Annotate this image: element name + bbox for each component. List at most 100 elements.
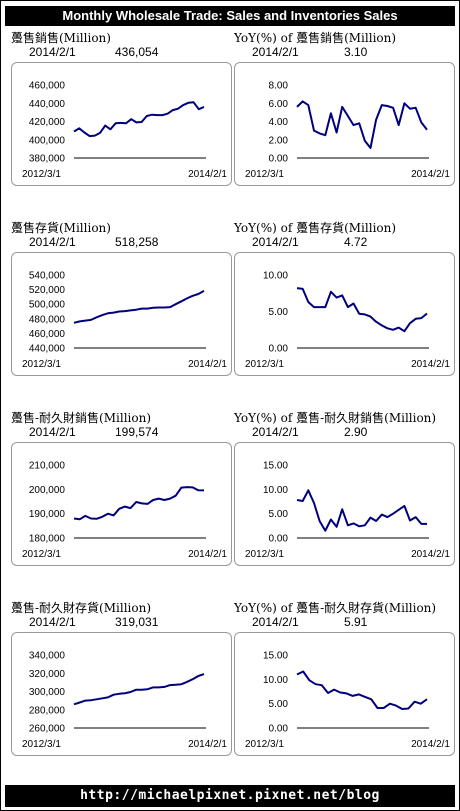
chart-title: YoY(%) of 躉售銷售(Million)	[234, 31, 397, 45]
chart-title: 躉售銷售(Million)	[11, 31, 111, 45]
x-start-label: 2012/3/1	[245, 359, 284, 370]
y-tick-label: 500,000	[29, 300, 66, 311]
line-chart: 8.00 6.00 4.00 2.00 0.00 2012/3/1 2014/2/1	[245, 81, 450, 181]
chart-area: 540,000 520,000 500,000 480,000 460,000 440,0…	[11, 252, 232, 376]
y-tick-label: 4.00	[269, 117, 289, 128]
x-start-label: 2012/3/1	[245, 549, 284, 560]
series-line	[73, 673, 205, 706]
y-tick-label: 5.00	[269, 509, 289, 520]
chart-area: 10.00 5.00 0.00 2012/3/1 2014/2/1	[234, 252, 455, 376]
page-title: Monthly Wholesale Trade: Sales and Inven…	[5, 6, 455, 26]
y-tick-label: 15.00	[263, 461, 288, 472]
series-line	[73, 101, 205, 138]
y-tick-label: 400,000	[29, 135, 66, 146]
chart-panel: YoY(%) of 躉售銷售(Million) 2014/2/1 3.10 8.00 6…	[234, 29, 460, 219]
chart-area: 8.00 6.00 4.00 2.00 0.00 2012/3/1 2014/2/1	[234, 62, 455, 186]
chart-title: 躉售-耐久財存貨(Million)	[11, 601, 152, 615]
latest-date: 2014/2/1	[252, 615, 299, 629]
latest-date: 2014/2/1	[29, 45, 76, 59]
y-tick-label: 440,000	[29, 99, 66, 110]
y-tick-label: 5.00	[269, 307, 289, 318]
x-end-label: 2014/2/1	[188, 359, 227, 370]
latest-date: 2014/2/1	[252, 235, 299, 249]
y-tick-label: 260,000	[29, 724, 66, 735]
latest-value: 2.90	[344, 425, 368, 439]
chart-title: YoY(%) of 躉售-耐久財存貨(Million)	[234, 601, 437, 615]
latest-value: 436,054	[115, 45, 159, 59]
latest-date: 2014/2/1	[29, 425, 76, 439]
line-chart: 340,000 320,000 300,000 280,000 260,000 2012/…	[22, 651, 227, 751]
latest-value: 319,031	[115, 615, 159, 629]
series-line	[73, 290, 205, 324]
chart-panel: 躉售存貨(Million) 2014/2/1 518,258 540,000 520,0…	[11, 219, 237, 409]
y-tick-label: 460,000	[29, 81, 66, 92]
y-tick-label: 10.00	[263, 271, 288, 282]
y-tick-label: 210,000	[29, 461, 66, 472]
y-tick-label: 200,000	[29, 485, 66, 496]
chart-area: 15.00 10.00 5.00 0.00 2012/3/1 2014/2/1	[234, 442, 455, 566]
line-chart: 15.00 10.00 5.00 0.00 2012/3/1 2014/2/1	[245, 461, 450, 561]
chart-panel: YoY(%) of 躉售-耐久財存貨(Million) 2014/2/1 5.91 1…	[234, 599, 460, 789]
y-tick-label: 5.00	[269, 699, 289, 710]
x-start-label: 2012/3/1	[22, 169, 61, 180]
y-tick-label: 420,000	[29, 117, 66, 128]
x-end-label: 2014/2/1	[411, 169, 450, 180]
line-chart: 540,000 520,000 500,000 480,000 460,000 440,0…	[22, 271, 227, 371]
y-tick-label: 520,000	[29, 285, 66, 296]
y-tick-label: 480,000	[29, 314, 66, 325]
chart-panel: 躉售銷售(Million) 2014/2/1 436,054 460,000 440,0…	[11, 29, 237, 219]
y-tick-label: 10.00	[263, 485, 288, 496]
latest-date: 2014/2/1	[252, 425, 299, 439]
x-end-label: 2014/2/1	[411, 549, 450, 560]
y-tick-label: 0.00	[269, 534, 289, 545]
latest-date: 2014/2/1	[29, 235, 76, 249]
y-tick-label: 0.00	[269, 154, 289, 165]
y-tick-label: 0.00	[269, 724, 289, 735]
y-tick-label: 280,000	[29, 705, 66, 716]
latest-value: 3.10	[344, 45, 368, 59]
y-tick-label: 8.00	[269, 81, 289, 92]
line-chart: 460,000 440,000 420,000 400,000 380,000 2012/…	[22, 81, 227, 181]
footer-url[interactable]: http://michaelpixnet.pixnet.net/blog	[5, 785, 455, 807]
x-start-label: 2012/3/1	[22, 739, 61, 750]
y-tick-label: 6.00	[269, 99, 289, 110]
chart-title: YoY(%) of 躉售存貨(Million)	[234, 221, 397, 235]
latest-value: 5.91	[344, 615, 368, 629]
y-tick-label: 440,000	[29, 344, 66, 355]
chart-panel: YoY(%) of 躉售-耐久財銷售(Million) 2014/2/1 2.90 1…	[234, 409, 460, 599]
x-end-label: 2014/2/1	[188, 169, 227, 180]
y-tick-label: 2.00	[269, 135, 289, 146]
chart-title: 躉售存貨(Million)	[11, 221, 111, 235]
y-tick-label: 180,000	[29, 534, 66, 545]
x-end-label: 2014/2/1	[411, 739, 450, 750]
y-tick-label: 300,000	[29, 687, 66, 698]
line-chart: 15.00 10.00 5.00 0.00 2012/3/1 2014/2/1	[245, 651, 450, 751]
chart-panel: 躉售-耐久財存貨(Million) 2014/2/1 319,031 340,000 3…	[11, 599, 237, 789]
chart-panel: 躉售-耐久財銷售(Million) 2014/2/1 199,574 210,000 2…	[11, 409, 237, 599]
latest-value: 518,258	[115, 235, 159, 249]
x-start-label: 2012/3/1	[245, 169, 284, 180]
y-tick-label: 340,000	[29, 651, 66, 662]
y-tick-label: 10.00	[263, 675, 288, 686]
chart-area: 460,000 440,000 420,000 400,000 380,000 2012/…	[11, 62, 232, 186]
x-start-label: 2012/3/1	[245, 739, 284, 750]
chart-area: 15.00 10.00 5.00 0.00 2012/3/1 2014/2/1	[234, 632, 455, 756]
chart-area: 340,000 320,000 300,000 280,000 260,000 2012/…	[11, 632, 232, 756]
latest-value: 199,574	[115, 425, 159, 439]
y-tick-label: 540,000	[29, 271, 66, 282]
series-line	[296, 489, 427, 532]
line-chart: 210,000 200,000 190,000 180,000 2012/3/1 2014…	[22, 461, 227, 561]
series-line	[73, 486, 205, 521]
series-line	[296, 100, 428, 149]
chart-area: 210,000 200,000 190,000 180,000 2012/3/1 2014…	[11, 442, 232, 566]
y-tick-label: 320,000	[29, 669, 66, 680]
x-end-label: 2014/2/1	[411, 359, 450, 370]
chart-panel: YoY(%) of 躉售存貨(Million) 2014/2/1 4.72 10.00…	[234, 219, 460, 409]
x-start-label: 2012/3/1	[22, 359, 61, 370]
y-tick-label: 0.00	[269, 344, 289, 355]
series-line	[296, 287, 428, 333]
line-chart: 10.00 5.00 0.00 2012/3/1 2014/2/1	[245, 271, 450, 371]
latest-date: 2014/2/1	[252, 45, 299, 59]
y-tick-label: 460,000	[29, 329, 66, 340]
